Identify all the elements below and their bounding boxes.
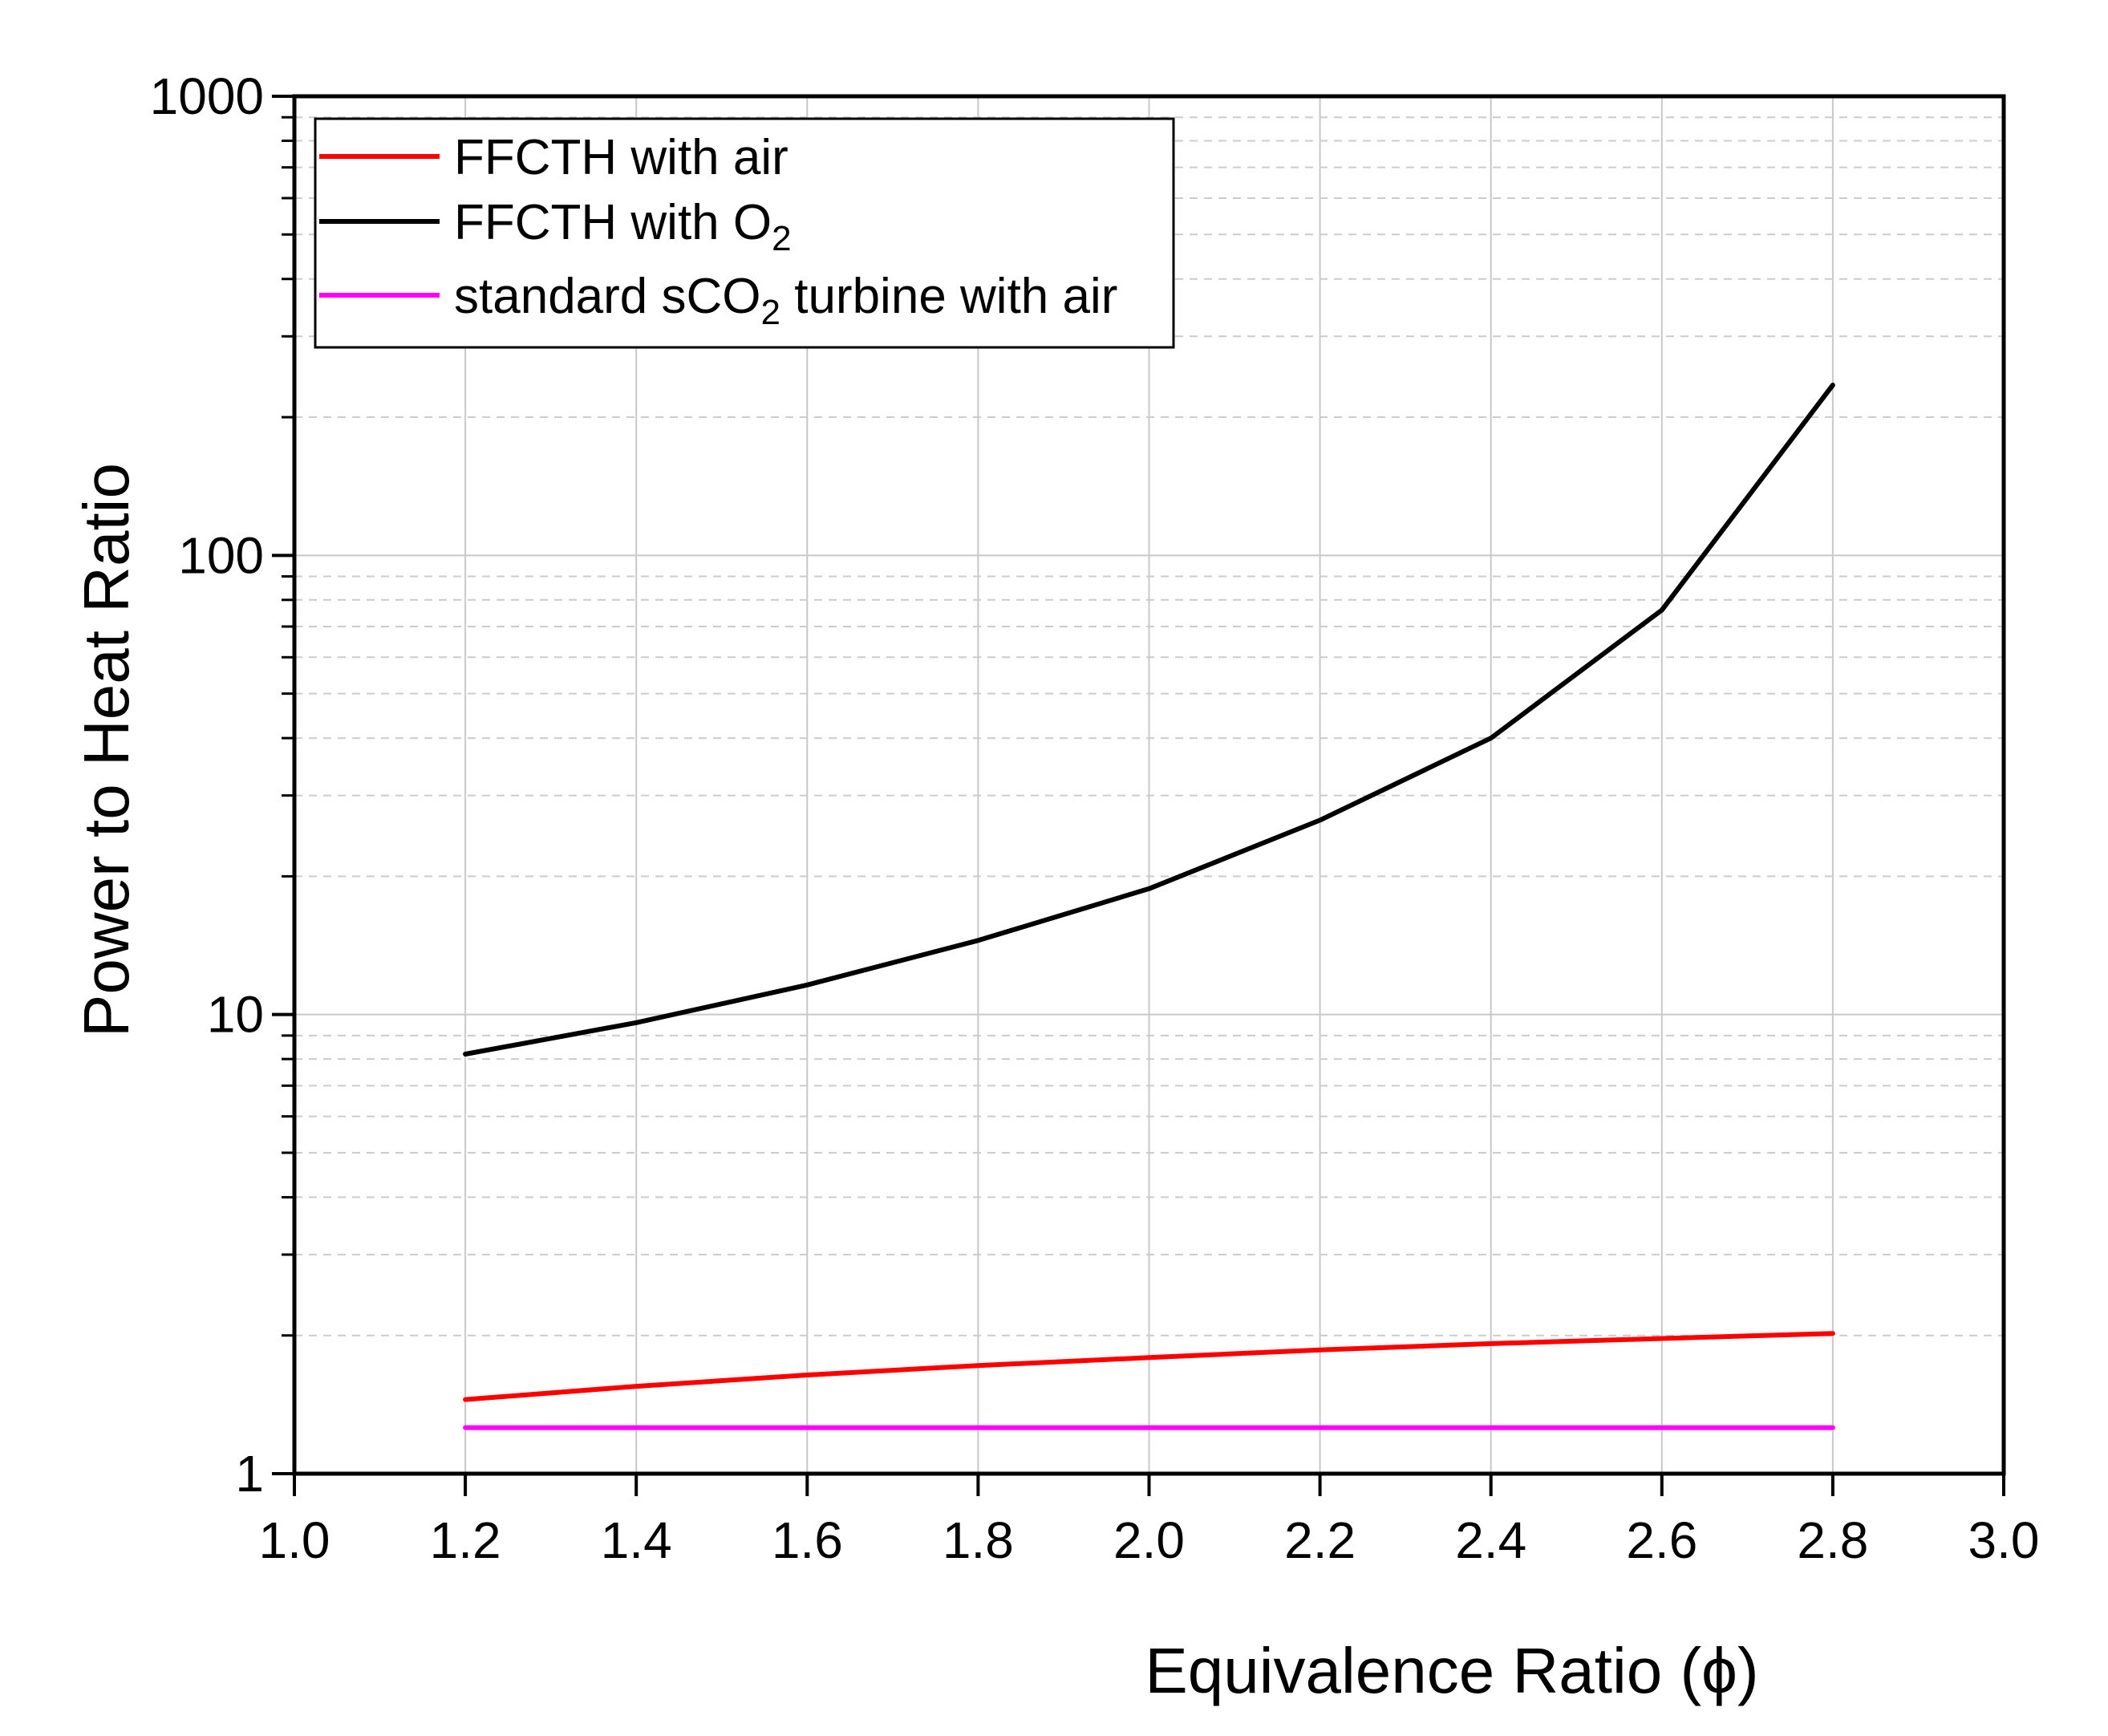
x-tick-label: 1.8 [943, 1511, 1014, 1569]
x-tick-label: 3.0 [1968, 1511, 2040, 1569]
x-tick-label: 2.0 [1113, 1511, 1185, 1569]
axis-ticks [272, 95, 2005, 1496]
x-tick-label: 2.6 [1626, 1511, 1697, 1569]
x-tick-label: 1.2 [430, 1511, 501, 1569]
legend-label-3: standard sCO2 turbine with air [454, 269, 1117, 332]
y-tick-label: 10 [207, 986, 264, 1044]
series-line-1 [463, 1331, 1835, 1402]
series-lines [463, 383, 1835, 1430]
y-tick-label: 100 [178, 526, 264, 584]
x-tick-label: 2.8 [1797, 1511, 1868, 1569]
y-tick-label: 1000 [150, 67, 264, 125]
x-tick-label: 2.2 [1284, 1511, 1356, 1569]
x-tick-label: 1.6 [772, 1511, 843, 1569]
x-axis-title: Equivalence Ratio (ϕ) [1145, 1635, 1758, 1706]
series-line-2 [463, 383, 1835, 1057]
x-tick-label: 2.4 [1455, 1511, 1526, 1569]
legend-box [314, 117, 1175, 349]
legend: FFCTH with air FFCTH with O2 standard sCO2… [314, 117, 1175, 349]
legend-label-2: FFCTH with O2 [454, 195, 792, 258]
y-tick-label: 1 [235, 1445, 264, 1503]
tick-labels: 1.0 1.2 1.4 1.6 1.8 2.0 2.2 2.4 2.6 2.8 3.0 1 10 100 1… [150, 67, 2040, 1569]
legend-label-1: FFCTH with air [454, 130, 788, 185]
x-tick-label: 1.0 [259, 1511, 330, 1569]
x-tick-label: 1.4 [601, 1511, 672, 1569]
y-axis-title: Power to Heat Ratio [71, 463, 142, 1037]
